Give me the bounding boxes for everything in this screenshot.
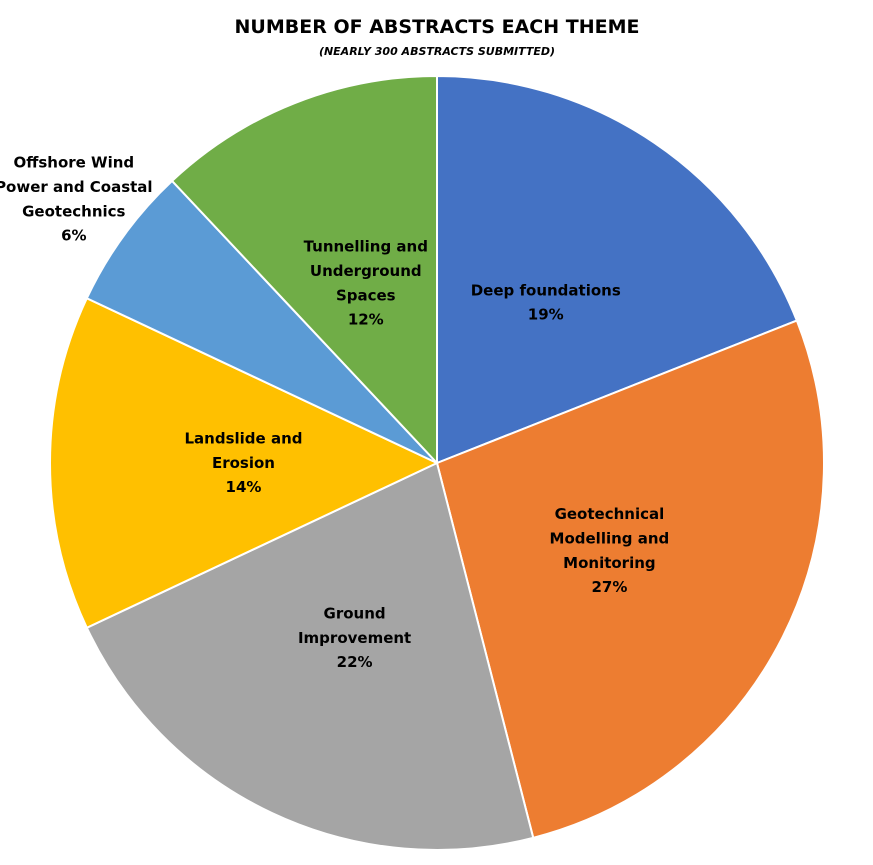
pie-slice <box>435 319 825 840</box>
pie-slice <box>436 74 799 465</box>
slice-label: Landslide and Erosion <box>185 429 303 472</box>
pie-slice <box>85 461 535 852</box>
slice-label: Ground Improvement <box>298 604 411 647</box>
slice-label: Geotechnical Modelling and Monitoring <box>550 505 670 572</box>
value-label: 22% <box>337 653 373 671</box>
value-label: 6% <box>61 226 86 244</box>
value-label: 14% <box>226 478 262 496</box>
pie-slice <box>170 74 438 466</box>
chart-subtitle: (NEARLY 300 ABSTRACTS SUBMITTED) <box>319 45 555 58</box>
slice-label: Offshore Wind Power and Coastal Geotechnic… <box>0 153 153 220</box>
value-label: 27% <box>591 578 627 596</box>
slice-label: Tunnelling and Underground Spaces <box>304 237 428 304</box>
pie-slice <box>85 179 438 464</box>
slice-label: Deep foundations <box>471 281 621 299</box>
chart-title: NUMBER OF ABSTRACTS EACH THEME <box>235 16 640 38</box>
pie-slice <box>49 296 440 630</box>
value-label: 19% <box>528 306 564 324</box>
value-label: 12% <box>348 310 384 328</box>
